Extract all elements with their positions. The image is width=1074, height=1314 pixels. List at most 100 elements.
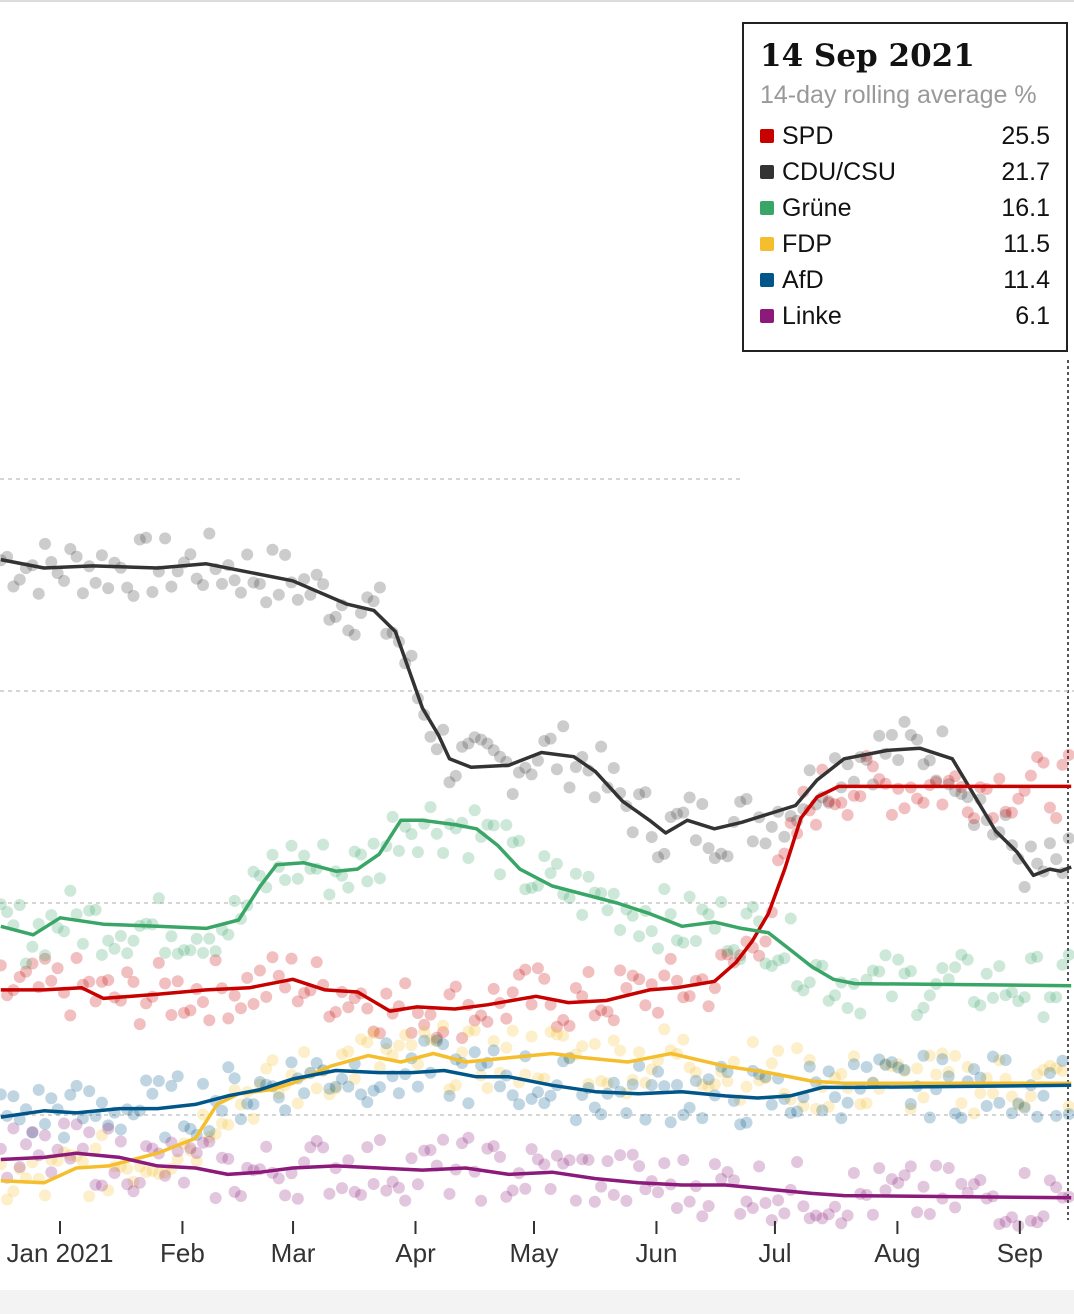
poll-dot <box>740 1080 753 1093</box>
poll-dot <box>626 969 639 982</box>
poll-dot <box>127 1185 140 1198</box>
poll-dot <box>336 869 348 882</box>
poll-dot <box>614 924 627 936</box>
poll-dot <box>367 1178 380 1190</box>
poll-dot <box>272 969 285 982</box>
poll-dot <box>405 649 418 662</box>
poll-dot <box>1037 1089 1050 1102</box>
poll-dot <box>854 790 867 803</box>
poll-dot <box>121 947 134 960</box>
poll-dot <box>772 954 785 967</box>
poll-dot <box>873 1162 886 1175</box>
poll-dot <box>525 1143 538 1156</box>
poll-dot <box>911 1062 924 1075</box>
poll-dot <box>904 1098 917 1110</box>
poll-dot <box>146 1164 159 1177</box>
poll-dot <box>727 1055 740 1068</box>
poll-dot <box>531 962 544 975</box>
poll-dot <box>911 1206 924 1219</box>
poll-dot <box>159 1131 172 1144</box>
poll-dot <box>595 1004 608 1017</box>
poll-dot <box>1062 1100 1074 1113</box>
poll-dot <box>816 1212 829 1225</box>
poll-dot <box>689 1074 702 1087</box>
x-tick-label: Feb <box>160 1238 205 1268</box>
poll-dot <box>494 868 506 881</box>
poll-dot <box>993 1218 1006 1230</box>
poll-dot <box>721 945 734 957</box>
poll-dot <box>58 1131 70 1144</box>
poll-dot <box>911 733 924 746</box>
poll-dot <box>102 1122 115 1135</box>
poll-dot <box>266 848 279 861</box>
poll-dot <box>1005 1211 1018 1224</box>
poll-dot <box>241 971 254 984</box>
poll-dot <box>791 1156 804 1168</box>
poll-dot <box>197 946 209 959</box>
poll-dot <box>279 1189 292 1202</box>
poll-dot <box>342 1154 355 1167</box>
poll-dot <box>1037 1210 1050 1223</box>
poll-dot <box>437 1019 450 1032</box>
poll-dot <box>671 934 683 947</box>
poll-dot <box>1056 758 1069 771</box>
poll-dot <box>949 961 962 974</box>
poll-dot <box>734 1118 747 1131</box>
poll-dot <box>942 973 955 986</box>
poll-dot <box>607 762 620 774</box>
poll-dot <box>45 1166 58 1179</box>
poll-dot <box>841 809 854 821</box>
poll-dot <box>1056 958 1069 971</box>
poll-dot <box>557 720 570 733</box>
poll-dot <box>462 852 475 864</box>
poll-dot <box>121 1178 134 1191</box>
legend-swatch <box>760 129 774 143</box>
poll-dot <box>184 1122 197 1135</box>
poll-dot <box>310 568 323 581</box>
poll-dot <box>633 1160 646 1173</box>
poll-dot <box>588 791 601 804</box>
poll-dot <box>677 936 690 949</box>
poll-dot <box>487 982 500 995</box>
poll-dot <box>658 1023 671 1036</box>
poll-dot <box>1 906 14 918</box>
poll-dot <box>26 957 39 970</box>
poll-dot <box>936 725 949 738</box>
poll-dot <box>917 1001 930 1014</box>
poll-dot <box>544 1025 557 1038</box>
poll-dot <box>708 1158 721 1171</box>
poll-dot <box>298 987 311 999</box>
poll-dot <box>64 543 77 555</box>
poll-dot <box>1056 1054 1069 1067</box>
poll-dot <box>1005 806 1018 819</box>
legend-party-value: 6.1 <box>1015 301 1050 330</box>
poll-dot <box>911 792 924 805</box>
poll-dot <box>140 1140 153 1153</box>
poll-dot <box>803 764 816 777</box>
poll-dot <box>298 849 311 862</box>
poll-dot <box>854 1098 867 1111</box>
poll-dot <box>468 731 481 744</box>
poll-dot <box>885 808 898 821</box>
poll-dot <box>272 588 285 601</box>
poll-dot <box>620 1107 633 1120</box>
poll-dot <box>829 989 841 1002</box>
poll-dot <box>481 1142 494 1155</box>
poll-dot <box>380 1184 393 1197</box>
poll-dot <box>968 1178 980 1191</box>
poll-dot <box>487 1044 500 1057</box>
poll-dot <box>310 1135 323 1147</box>
poll-dot <box>272 1172 285 1185</box>
poll-dot <box>266 1054 279 1067</box>
poll-dot <box>285 952 298 965</box>
poll-dot <box>531 1086 544 1099</box>
poll-dot <box>784 912 797 925</box>
poll-dot <box>361 1096 374 1109</box>
poll-dot <box>531 754 544 767</box>
poll-dot <box>373 1134 386 1146</box>
poll-dot <box>576 1153 589 1166</box>
poll-dot <box>20 957 32 970</box>
poll-dot <box>127 1108 140 1121</box>
poll-dot <box>1062 832 1074 845</box>
poll-dot <box>342 1080 355 1093</box>
